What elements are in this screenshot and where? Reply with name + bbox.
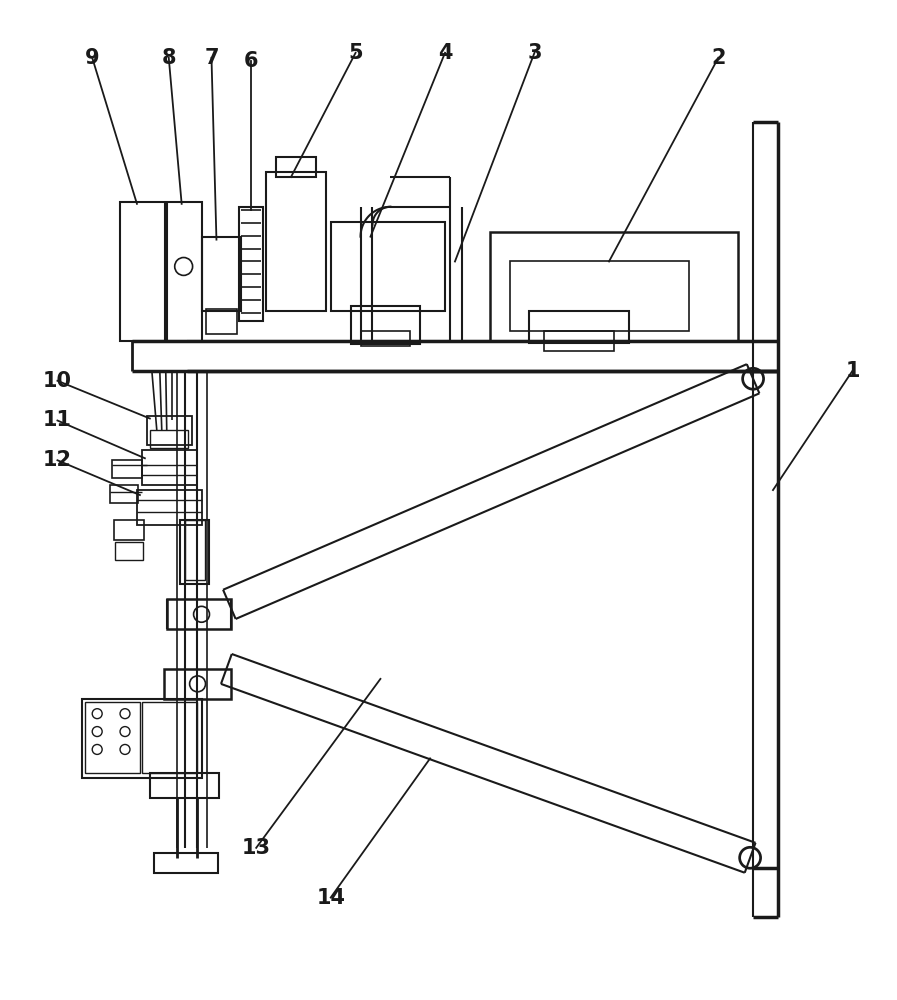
Bar [529, 311, 629, 343]
Bar [114, 520, 144, 540]
Text: 11: 11 [43, 410, 72, 430]
Text: 8: 8 [161, 48, 176, 68]
Bar [351, 306, 420, 344]
Text: 14: 14 [317, 888, 345, 908]
Bar [185, 520, 205, 580]
Bar [164, 669, 231, 699]
Bar [142, 450, 196, 485]
Bar [205, 309, 238, 334]
Text: 4: 4 [438, 43, 452, 63]
Bar [167, 599, 231, 629]
Bar [544, 331, 614, 351]
Bar [147, 416, 192, 445]
Bar [85, 702, 140, 773]
Text: 1: 1 [845, 361, 859, 381]
Bar [83, 699, 202, 778]
Bar [490, 232, 738, 341]
Bar [361, 331, 410, 346]
Bar [142, 702, 196, 773]
Bar [120, 202, 165, 341]
Bar [266, 172, 326, 311]
Bar [331, 222, 445, 311]
Text: 2: 2 [711, 48, 726, 68]
Text: 9: 9 [85, 48, 100, 68]
Bar [179, 520, 210, 584]
Text: 12: 12 [43, 450, 72, 470]
Bar [276, 157, 316, 177]
Bar [509, 261, 689, 331]
Bar [154, 853, 219, 873]
Bar [137, 490, 202, 525]
Text: 3: 3 [527, 43, 542, 63]
Text: 13: 13 [241, 838, 271, 858]
Text: 7: 7 [205, 48, 219, 68]
Bar [202, 237, 241, 311]
Bar [115, 542, 143, 560]
Bar [167, 202, 202, 341]
Bar [239, 207, 263, 321]
Bar [150, 430, 187, 448]
Bar [112, 460, 142, 478]
Bar [110, 485, 138, 503]
Text: 6: 6 [244, 51, 258, 71]
Text: 10: 10 [43, 371, 72, 391]
Bar [150, 773, 220, 798]
Text: 5: 5 [348, 43, 363, 63]
